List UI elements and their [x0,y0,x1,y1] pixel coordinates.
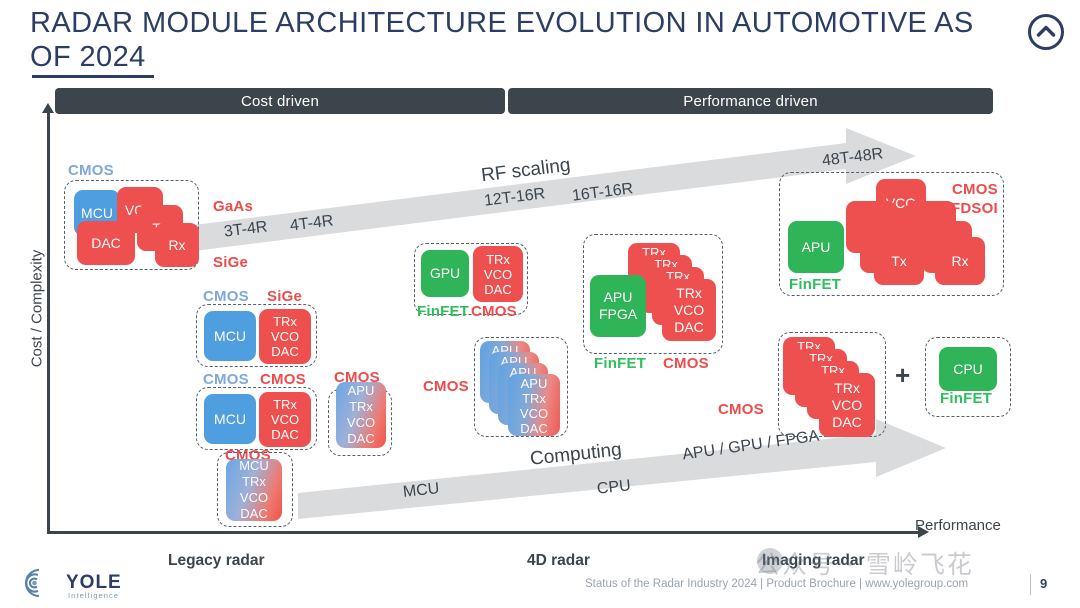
chip-trx-vco-dac: TRx VCO DAC [259,309,311,364]
footer-caption: Status of the Radar Industry 2024 | Prod… [585,578,969,590]
x-tick-imaging-radar: Imaging radar [762,552,865,569]
computing-arrow [298,415,963,525]
tag-cmos-trx: CMOS [260,371,306,388]
chip-gpu: GPU [421,250,469,297]
chip-rx: Rx [935,237,985,285]
tag-cmos-gpu-trx: CMOS [471,303,517,320]
tag-cmos-trx-stack: CMOS [718,401,764,418]
chip-trx-vco-dac: TRx VCO DAC [819,373,875,437]
tag-cmos-soc-apu: CMOS [334,369,380,386]
banner-performance-driven: Performance driven [508,88,993,114]
y-axis-line [47,110,50,533]
chip-tx: Tx [874,237,924,285]
x-tick-4d-radar: 4D radar [527,552,590,569]
chip-apu-trx-vco-dac: APU TRx VCO DAC [508,374,560,436]
group-cpu-finfet: CPU [925,337,1011,417]
group-imaging-fdsoi: VCO Tx Rx APU [779,172,1004,296]
page-title: RADAR MODULE ARCHITECTURE EVOLUTION IN A… [30,7,974,73]
title-underline [32,75,154,78]
group-apu-fpga: TRx TRx TRx TRx VCO DAC APU FPGA [583,234,723,354]
x-axis-arrowhead [918,526,929,538]
group-gpu-finfet: GPU TRx VCO DAC [414,243,528,315]
tag-cmos-imaging: CMOS [952,181,998,198]
watermark-text: 公众号 · 雪岭飞花 [755,550,974,579]
tag-finfet-imaging: FinFET [789,276,842,293]
chip-trx-vco-dac: TRx VCO DAC [473,246,523,302]
x-axis-label: Performance [915,517,1001,534]
chip-mcu: MCU [204,394,256,444]
y-axis-arrowhead [42,103,54,113]
banner-cost-driven: Cost driven [55,88,505,114]
chip-trx-vco-dac: TRx VCO DAC [662,279,716,341]
tag-cmos-apu-stack: CMOS [423,378,469,395]
tag-gaas: GaAs [213,198,253,215]
tag-cmos-legacy: CMOS [68,162,114,179]
chevron-up-circle-icon[interactable] [1024,10,1068,54]
plus-symbol: + [895,360,911,390]
chip-trx-vco-dac: TRx VCO DAC [259,392,311,447]
chip-apu: APU [788,221,844,273]
x-axis-line [47,531,922,534]
watermark-dot [757,548,783,574]
group-mcu-cmos: MCU TRx VCO DAC [196,387,317,450]
chip-mcu-trx-vco-dac: MCU TRx VCO DAC [226,458,282,521]
group-soc-mcu: MCU TRx VCO DAC [217,452,293,527]
chip-cpu: CPU [939,347,997,391]
computing-label-cpu: CPU [596,477,632,498]
rf-scaling-arrow [186,126,946,256]
tag-sige-trx: SiGe [267,288,302,305]
group-apu-stack: APU APU APU APU TRx VCO DAC [474,337,568,437]
tag-cmos-mcu: CMOS [203,371,249,388]
tag-finfet-cpu: FinFET [940,390,993,407]
group-mcu-sige: MCU TRx VCO DAC [196,304,317,367]
group-trx-stack: TRx TRx TRx TRx VCO DAC [778,332,886,437]
computing-label-mcu: MCU [402,480,441,501]
tag-fdsoi-imaging: FDSOI [951,200,998,217]
tag-sige: SiGe [213,254,248,271]
tag-finfet-gpu: FinFET [417,303,470,320]
y-axis-label: Cost / Complexity [28,249,46,368]
footer-divider [1030,574,1031,595]
chip-mcu: MCU [204,311,256,361]
page-number: 9 [1040,576,1048,591]
tag-finfet-apu-fpga: FinFET [594,355,647,372]
svg-text:YOLE: YOLE [66,572,122,593]
yole-logo: YOLE Intelligence [18,563,143,603]
chip-apu-trx-vco-dac: APU TRx VCO DAC [336,382,386,448]
group-legacy-discrete: MCU VCO Tx Rx DAC [64,180,199,270]
chip-apu-fpga: APU FPGA [590,275,646,337]
chip-rx: Rx [155,223,199,267]
svg-text:Intelligence: Intelligence [68,591,119,600]
group-soc-apu: APU TRx VCO DAC [328,382,392,456]
chip-dac: DAC [77,221,135,265]
x-tick-legacy-radar: Legacy radar [168,552,265,569]
tag-cmos-mcu-sige: CMOS [203,288,249,305]
tag-cmos-apu-fpga: CMOS [663,355,709,372]
